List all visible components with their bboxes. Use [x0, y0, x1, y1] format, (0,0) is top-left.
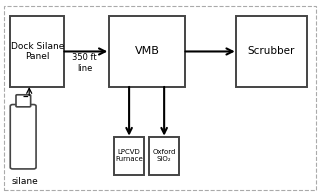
- Text: VMB: VMB: [135, 47, 160, 57]
- Text: silane: silane: [11, 177, 38, 186]
- Bar: [10, 16, 64, 87]
- FancyBboxPatch shape: [10, 105, 36, 169]
- Bar: [114, 137, 144, 175]
- Text: LPCVD
Furnace: LPCVD Furnace: [115, 149, 143, 162]
- Bar: [109, 16, 186, 87]
- Text: Dock Silane
Panel: Dock Silane Panel: [11, 42, 64, 61]
- Text: Scrubber: Scrubber: [248, 47, 295, 57]
- Text: 350 ft
line: 350 ft line: [72, 53, 97, 73]
- FancyBboxPatch shape: [16, 95, 31, 107]
- Bar: [149, 137, 179, 175]
- Text: Oxford
SiO₂: Oxford SiO₂: [152, 149, 176, 162]
- Bar: [236, 16, 307, 87]
